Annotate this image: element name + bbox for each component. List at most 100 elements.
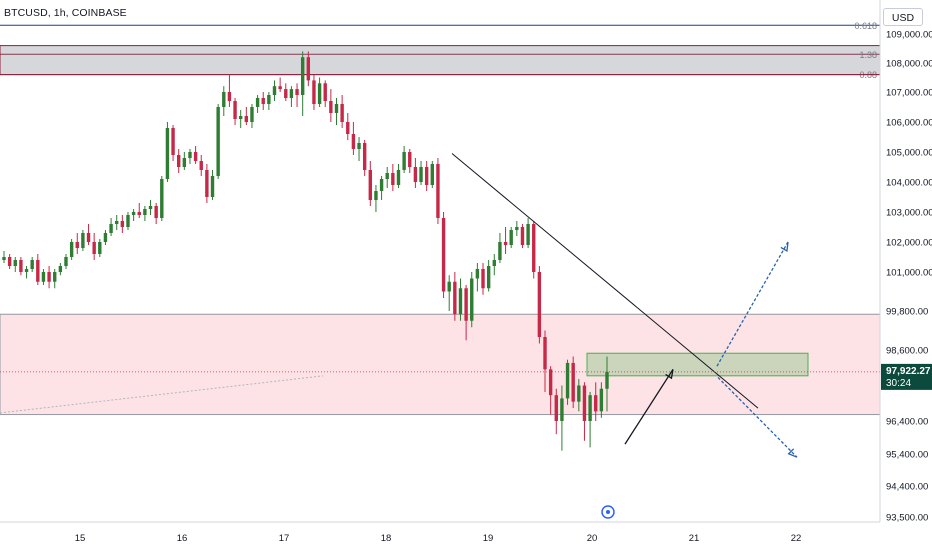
candle-body <box>419 167 423 182</box>
candle-body <box>19 260 23 272</box>
candle-body <box>515 227 519 230</box>
candle-body <box>47 272 51 282</box>
candle-body <box>424 167 429 185</box>
candle-body <box>86 233 91 242</box>
candle-body <box>148 206 153 209</box>
candle-body <box>346 122 350 134</box>
price-tick: 106,000.00 <box>886 118 932 129</box>
time-tick: 19 <box>483 533 494 544</box>
candle-body <box>160 179 164 218</box>
candle-body <box>261 98 265 104</box>
candle-body <box>126 215 130 227</box>
price-tick: 105,000.00 <box>886 148 932 159</box>
candle-body <box>92 242 96 254</box>
trendline <box>451 153 759 409</box>
candle-body <box>323 83 327 101</box>
candle-body <box>295 89 299 95</box>
price-tick: 95,400.00 <box>886 450 928 461</box>
candle-body <box>560 398 564 421</box>
fib-label: 1.38 <box>859 50 877 60</box>
candle-body <box>470 278 474 321</box>
candle-body <box>509 230 513 245</box>
candle-body <box>278 86 282 90</box>
time-tick: 17 <box>279 533 290 544</box>
candle-body <box>385 173 389 179</box>
candle-body <box>36 260 40 282</box>
candle-body <box>131 212 136 215</box>
event-marker-dot <box>606 510 610 514</box>
candle-body <box>2 257 6 260</box>
candle-body <box>267 95 271 104</box>
arrow-up-short-head <box>665 369 674 380</box>
candle-body <box>7 257 12 266</box>
candle-body <box>481 269 485 289</box>
price-tick: 99,800.00 <box>886 307 928 318</box>
price-badge <box>881 363 932 390</box>
price-tick: 101,000.00 <box>886 268 932 279</box>
candle-body <box>284 89 288 98</box>
candle-body <box>357 143 361 149</box>
candle-body <box>182 158 187 167</box>
candle-body <box>143 209 147 215</box>
candle-body <box>368 170 373 200</box>
price-tick: 94,400.00 <box>886 482 928 493</box>
candle-body <box>205 170 209 197</box>
candle-body <box>441 218 446 292</box>
candle-body <box>453 281 457 315</box>
candle-body <box>458 288 463 315</box>
candle-body <box>447 281 451 292</box>
candle-body <box>334 104 339 113</box>
candle-body <box>329 101 333 113</box>
candle-body <box>81 233 85 248</box>
price-tick: 107,000.00 <box>886 88 932 99</box>
candle-body <box>436 164 440 218</box>
price-tick: 93,500.00 <box>886 513 928 524</box>
candle-body <box>408 152 412 167</box>
time-tick: 16 <box>177 533 188 544</box>
candle-body <box>137 212 141 215</box>
time-tick: 22 <box>791 533 802 544</box>
candle-body <box>396 170 401 185</box>
candle-body <box>464 288 468 321</box>
candle-body <box>30 260 34 269</box>
candle-body <box>599 388 604 412</box>
price-tick: 102,000.00 <box>886 238 932 249</box>
candle-body <box>171 128 175 155</box>
candle-body <box>351 134 356 149</box>
candle-body <box>199 161 203 170</box>
zone-target <box>586 352 809 377</box>
candle-body <box>362 143 367 170</box>
price-tick: 103,000.00 <box>886 208 932 219</box>
candle-body <box>165 128 170 179</box>
candle-body <box>64 257 68 266</box>
candle-body <box>53 272 57 282</box>
zone-support <box>0 313 881 416</box>
symbol-label: BTCUSD, 1h, COINBASE <box>4 7 127 19</box>
candle-body <box>300 57 305 95</box>
arrow-up-long-head <box>780 241 789 252</box>
candle-body <box>115 221 119 224</box>
candle-body <box>413 167 418 182</box>
candle-body <box>244 116 249 122</box>
time-tick: 21 <box>689 533 700 544</box>
candle-body <box>272 86 277 95</box>
price-tick: 98,600.00 <box>886 346 928 357</box>
currency-button[interactable]: USD <box>883 8 923 26</box>
price-tick: 96,400.00 <box>886 417 928 428</box>
candle-body <box>430 164 434 185</box>
candle-body <box>41 272 46 282</box>
candle-body <box>605 371 609 389</box>
candle-body <box>193 152 198 161</box>
candle-body <box>475 269 480 279</box>
price-badge-countdown: 30:24 <box>886 378 911 389</box>
candle-body <box>69 242 74 257</box>
candle-body <box>543 337 547 370</box>
candle-body <box>486 266 491 289</box>
candle-body <box>548 369 553 396</box>
candle-body <box>498 242 502 260</box>
time-tick: 18 <box>381 533 392 544</box>
candle-body <box>98 242 102 254</box>
candle-body <box>379 179 384 191</box>
